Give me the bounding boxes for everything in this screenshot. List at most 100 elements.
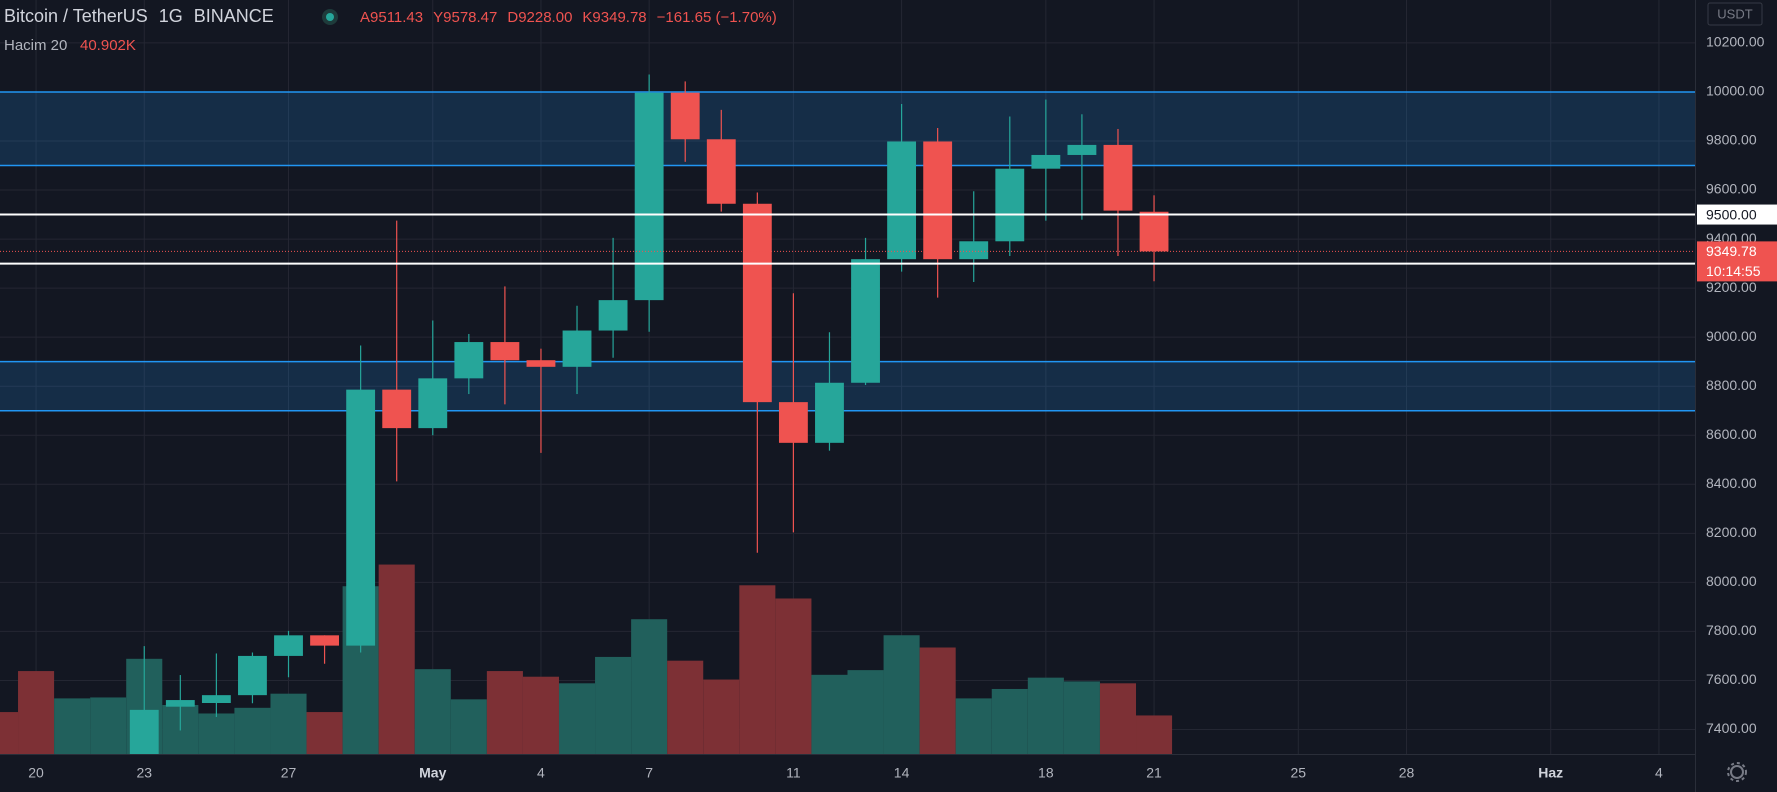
symbol-header: Bitcoin / TetherUS 1G BINANCE	[4, 6, 274, 26]
zone	[0, 361, 1695, 411]
candle-body	[959, 241, 989, 260]
x-tick-label: 27	[281, 765, 297, 781]
candle-body	[634, 92, 664, 301]
interval: 1G	[159, 6, 183, 26]
volume-bar	[811, 674, 848, 754]
x-tick-label: 7	[645, 765, 653, 781]
candle-body	[706, 139, 736, 204]
y-tick-label: 8800.00	[1706, 377, 1757, 393]
candle-body	[382, 389, 412, 429]
volume-bar	[703, 679, 740, 754]
level-label: 9500.00	[1706, 206, 1757, 222]
volume-bar	[1027, 677, 1064, 754]
y-tick-label: 7800.00	[1706, 622, 1757, 638]
volume-bar	[631, 619, 668, 754]
volume-bar	[54, 698, 91, 754]
last-price-box	[1697, 241, 1777, 282]
x-tick-label: 4	[537, 765, 545, 781]
ohlc-value: K9349.78	[582, 9, 646, 26]
candle-body	[1031, 154, 1061, 169]
currency-badge[interactable]	[1707, 2, 1763, 26]
volume-bar	[270, 693, 307, 754]
x-tick-label: 20	[28, 765, 44, 781]
volume-bar	[1099, 683, 1137, 754]
volume-bar	[90, 697, 127, 754]
candle-body	[238, 655, 267, 696]
candle-body	[310, 635, 339, 646]
volume-legend: Hacim 20	[4, 37, 67, 54]
y-tick-label: 9600.00	[1706, 181, 1757, 197]
x-tick-label: 21	[1146, 765, 1162, 781]
x-tick-label: 23	[136, 765, 152, 781]
y-tick-label: 8200.00	[1706, 524, 1757, 540]
candle-body	[129, 709, 159, 754]
candle-body	[1103, 144, 1133, 211]
candle-body	[526, 360, 556, 367]
volume-bar	[522, 676, 559, 754]
candle-body	[598, 300, 628, 331]
ohlc-legend: A9511.43 Y9578.47 D9228.00 K9349.78 −161.65 …	[360, 9, 777, 26]
volume-bar	[234, 707, 271, 754]
candle-body	[995, 168, 1025, 242]
volume-bar	[1063, 681, 1100, 754]
candle-body	[887, 141, 917, 260]
status-dot	[326, 13, 334, 21]
x-tick-label: 25	[1291, 765, 1307, 781]
candle-body	[346, 389, 376, 646]
volume-bar	[595, 656, 632, 754]
candle-body	[851, 259, 880, 383]
x-tick-label: 11	[786, 765, 801, 781]
volume-bar	[198, 713, 235, 754]
settings-icon[interactable]	[1727, 762, 1747, 782]
candle-body	[562, 330, 592, 367]
volume-bar	[18, 671, 55, 754]
settings-gear[interactable]	[1730, 765, 1744, 779]
x-tick-label: 18	[1038, 765, 1054, 781]
volume-bar	[306, 712, 343, 754]
candle-body	[923, 141, 953, 260]
y-tick-label: 7400.00	[1706, 720, 1757, 736]
volume-bar	[847, 670, 884, 754]
change: −161.65 (−1.70%)	[657, 9, 777, 26]
volume-bar	[486, 671, 523, 754]
volume-bar	[919, 647, 956, 754]
ohlc-value: A9511.43	[360, 9, 423, 26]
settings-gear-teeth[interactable]	[1727, 762, 1747, 782]
y-tick-label: 9200.00	[1706, 279, 1757, 295]
y-tick-label: 7600.00	[1706, 671, 1757, 687]
y-tick-label: 10000.00	[1706, 83, 1765, 99]
candle-body	[490, 342, 520, 361]
ohlc-value: D9228.00	[507, 9, 572, 26]
x-tick-label: 14	[894, 765, 910, 781]
volume-bar	[1136, 715, 1173, 754]
plot-area	[0, 74, 1695, 754]
candle-body	[454, 342, 484, 379]
y-tick-label: 9800.00	[1706, 132, 1757, 148]
volume-bar	[667, 660, 704, 754]
x-tick-label: May	[419, 765, 446, 781]
candle-body	[778, 402, 808, 443]
x-tick-label: Haz	[1538, 765, 1563, 781]
candle-body	[274, 635, 303, 656]
volume-bar	[558, 683, 596, 754]
volume-bar	[378, 564, 415, 754]
candle-body	[670, 92, 700, 140]
volume-bar	[991, 688, 1028, 754]
zone	[0, 91, 1695, 166]
volume-legend-value: 40.902K	[80, 37, 136, 54]
level-label-box	[1697, 204, 1777, 225]
x-tick-label: 28	[1399, 765, 1415, 781]
x-tick-label: 4	[1655, 765, 1663, 781]
currency[interactable]: USDT	[1717, 6, 1752, 21]
volume-bar	[739, 585, 776, 754]
volume-bar	[883, 635, 920, 754]
candle-body	[1139, 211, 1169, 252]
exchange: BINANCE	[194, 6, 274, 26]
y-tick-label: 8000.00	[1706, 573, 1757, 589]
candle-body	[1067, 144, 1097, 155]
y-tick-label: 10200.00	[1706, 34, 1765, 50]
volume-bar	[0, 712, 19, 754]
symbol: Bitcoin / TetherUS	[4, 6, 148, 26]
y-tick-label: 9000.00	[1706, 328, 1757, 344]
